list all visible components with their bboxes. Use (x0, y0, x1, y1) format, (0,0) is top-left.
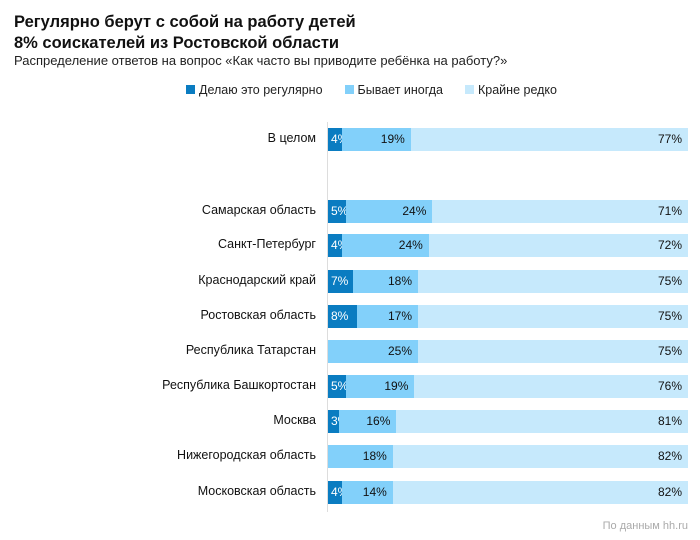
bar-segment (328, 270, 354, 293)
data-label: 75% (657, 274, 682, 288)
data-label: 75% (657, 309, 682, 323)
bar-segment (418, 305, 688, 328)
data-label: 14% (362, 485, 387, 499)
data-label: 25% (387, 344, 412, 358)
bar-segment (342, 481, 393, 504)
data-label: 76% (657, 379, 682, 393)
legend-item: Крайне редко (465, 83, 557, 97)
legend-swatch (465, 85, 474, 94)
bar-segment (328, 234, 343, 257)
data-label: 82% (657, 485, 682, 499)
source-note: По данным hh.ru (602, 520, 688, 532)
data-label: 71% (657, 204, 682, 218)
bar-segment (328, 200, 346, 223)
data-label: 16% (366, 414, 391, 428)
data-label: 77% (657, 132, 682, 146)
data-label: 72% (657, 238, 682, 252)
bar-segment (328, 305, 357, 328)
data-label: 18% (362, 449, 387, 463)
bar-segment (328, 410, 339, 433)
legend-swatch (344, 85, 354, 94)
bar-segment (346, 200, 433, 223)
category-label: Ростовская область (200, 308, 317, 322)
chart-title: Регулярно берут с собой на работу детей 8… (14, 12, 356, 54)
legend-item: Бывает иногда (344, 83, 443, 97)
bar-segment (338, 410, 397, 433)
category-label: Москва (273, 413, 316, 427)
bar-segment (432, 200, 688, 223)
bar-segment (356, 305, 418, 328)
category-label: Республика Татарстан (185, 343, 316, 357)
chart-subtitle: Распределение ответов на вопрос «Как час… (14, 53, 508, 68)
bar-segment (328, 340, 418, 363)
data-label: 24% (398, 238, 423, 252)
bar-segment (342, 234, 429, 257)
category-label: Самарская область (201, 203, 316, 217)
bar-segment (328, 445, 393, 468)
bar-segment (328, 375, 346, 398)
data-label: 24% (402, 204, 427, 218)
bar-segment (392, 481, 688, 504)
bar-segment (396, 410, 688, 433)
category-label: Республика Башкортостан (162, 378, 316, 392)
legend-swatch (186, 85, 195, 94)
legend: Делаю это регулярно Бывает иногда Крайне р… (186, 83, 557, 97)
bar-segment (418, 340, 688, 363)
data-label: 8% (331, 309, 349, 323)
data-label: 82% (657, 449, 682, 463)
category-label: В целом (267, 131, 316, 145)
data-label: 19% (380, 132, 405, 146)
category-label: Санкт-Петербург (217, 237, 316, 251)
bar-segment (418, 270, 688, 293)
title-line-2: 8% соискателей из Ростовской области (14, 34, 340, 52)
title-line-1: Регулярно берут с собой на работу детей (14, 13, 356, 31)
data-label: 81% (657, 414, 682, 428)
legend-item: Делаю это регулярно (186, 83, 323, 97)
category-label: Нижегородская область (177, 448, 316, 462)
bar-segment (328, 481, 343, 504)
data-label: 75% (657, 344, 682, 358)
data-label: 7% (331, 274, 349, 288)
bar-segment (414, 375, 688, 398)
data-label: 17% (387, 309, 412, 323)
data-label: 19% (384, 379, 409, 393)
data-label: 5% (331, 204, 349, 218)
bar-segment (346, 375, 415, 398)
category-label: Краснодарский край (198, 273, 316, 287)
category-label: Московская область (197, 484, 316, 498)
legend-label: Бывает иногда (357, 83, 443, 97)
bar-segment (353, 270, 418, 293)
data-label: 18% (387, 274, 412, 288)
bar-segment (328, 128, 343, 151)
legend-label: Крайне редко (478, 83, 557, 97)
data-label: 5% (331, 379, 349, 393)
axis-line (327, 122, 328, 512)
bar-segment (428, 234, 688, 257)
bar-segment (392, 445, 688, 468)
bar-segment (342, 128, 411, 151)
legend-label: Делаю это регулярно (199, 83, 323, 97)
bar-segment (410, 128, 688, 151)
